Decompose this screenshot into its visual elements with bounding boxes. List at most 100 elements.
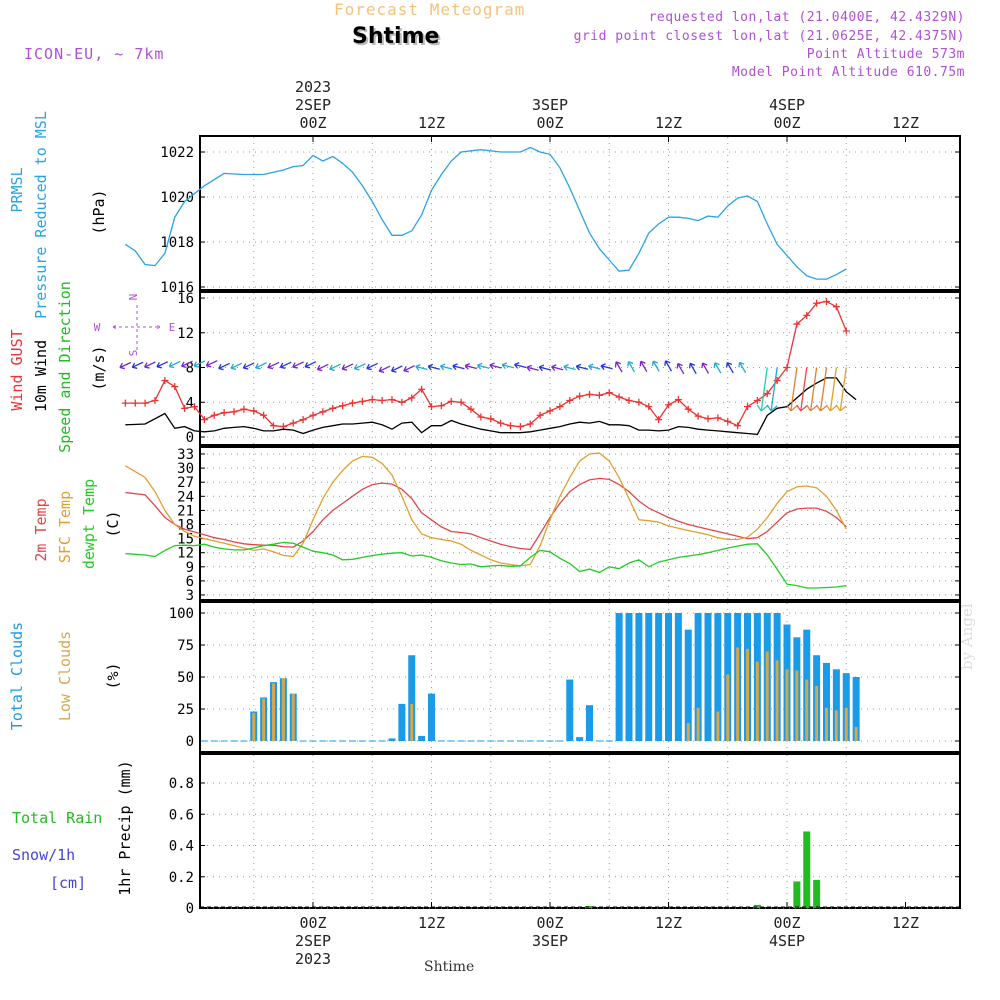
wind-arrow-shaft — [329, 363, 341, 370]
low-clouds-bar — [815, 685, 819, 741]
low-clouds-bar — [736, 647, 740, 741]
low-clouds-bar — [410, 703, 414, 741]
total-clouds-bar — [428, 693, 435, 741]
wind-arrow-head — [292, 362, 298, 369]
low-clouds-bar — [716, 711, 720, 741]
wind-gust-marker — [832, 303, 840, 311]
low-clouds-bar — [726, 674, 730, 741]
wind-ytick-label: 0 — [186, 430, 194, 446]
wind-direction-arrow — [477, 362, 490, 370]
wind-gust-marker — [595, 391, 603, 399]
low-clouds-bar — [686, 723, 690, 741]
wind-direction-arrow — [538, 364, 552, 372]
total-clouds-bar — [704, 613, 712, 741]
wind-arrow-head — [464, 362, 471, 370]
wind-10m-label: 10m Wind — [32, 340, 50, 412]
wind-arrow-head — [415, 363, 421, 371]
wind-direction-arrow-large-head — [806, 404, 818, 412]
model-name: ICON-EU, ~ 7km — [24, 45, 165, 63]
wind-arrow-head — [514, 361, 520, 369]
wind-arrow-head — [193, 361, 200, 368]
wind-gust-marker — [191, 403, 198, 411]
precip-snow-label: Snow/1h — [12, 846, 75, 864]
bottom-year-label: 2023 — [295, 950, 331, 968]
bottom-date-label: 2SEP — [295, 932, 331, 950]
total-clouds-bar — [418, 735, 426, 741]
wind-direction-arrow-large — [819, 367, 828, 412]
wind-gust-marker — [763, 390, 771, 398]
wind-arrow-head — [489, 362, 495, 370]
wind-gust-marker — [260, 411, 268, 419]
wind-direction-arrow-large — [829, 367, 838, 412]
wind-arrow-shaft — [615, 361, 623, 373]
wind-arrow-head — [688, 362, 696, 369]
total-clouds-bar — [615, 613, 623, 741]
wind-arrow-head — [181, 361, 187, 368]
wind-gust-marker — [813, 299, 821, 307]
low-clouds-bar — [765, 651, 769, 741]
wind-gust-marker — [210, 411, 218, 419]
temperature-series-dewpt-temp — [125, 541, 847, 589]
wind-direction-arrow — [144, 361, 156, 369]
wind-arrow-shaft — [588, 365, 601, 370]
wind-arrow-shaft — [477, 364, 490, 369]
temperature-ytick-label: 33 — [177, 447, 194, 463]
compass-s: S — [127, 350, 140, 357]
wind-arrow-head — [627, 360, 634, 367]
precip-ytick-label: 0.8 — [169, 776, 194, 792]
wind-arrow-shaft — [701, 362, 710, 374]
wind-gust-marker — [724, 417, 732, 425]
low-clouds-bar — [696, 707, 700, 741]
top-time-tick-label: 12Z — [892, 114, 919, 132]
wind-arrow-shaft — [576, 365, 589, 370]
wind-arrow-head — [452, 363, 458, 371]
wind-arrow-head — [316, 364, 323, 372]
bottom-time-tick-label: 12Z — [892, 914, 919, 932]
wind-arrow-shaft — [218, 362, 230, 370]
wind-arrow-shaft — [366, 362, 378, 370]
wind-arrow-shaft — [428, 365, 440, 370]
temp-sfc-label: SFC Temp — [56, 491, 74, 563]
wind-gust-marker — [783, 364, 791, 371]
wind-gust-marker — [447, 397, 455, 405]
wind-gust-marker — [220, 409, 228, 417]
wind-arrow-head — [168, 361, 175, 369]
wind-direction-arrow — [341, 363, 354, 371]
temp-dewpt-label: dewpt Temp — [80, 479, 98, 569]
chart-title: Forecast Meteogram — [334, 0, 526, 19]
wind-direction-arrow — [415, 363, 428, 371]
wind-arrow-head — [341, 364, 348, 371]
total-clouds-bar — [408, 655, 416, 741]
wind-gust-marker — [753, 397, 761, 405]
wind-arrow-head — [651, 360, 659, 367]
wind-arrow-shaft — [304, 361, 317, 368]
wind-ytick-label: 8 — [186, 361, 194, 377]
wind-arrow-shaft — [440, 365, 453, 370]
wind-arrow-shaft — [714, 362, 722, 374]
wind-direction-arrow — [230, 362, 243, 370]
wind-direction-arrow — [452, 363, 465, 371]
bottom-time-tick-label: 00Z — [773, 914, 800, 932]
wind-direction-arrow — [600, 363, 613, 371]
temperature-ytick-label: 12 — [177, 546, 194, 562]
wind-gust-marker — [497, 419, 505, 427]
wind-direction-arrow — [168, 360, 181, 369]
wind-direction-arrow — [427, 363, 440, 371]
clouds-ytick-label: 50 — [177, 670, 194, 686]
wind-arrow-shaft — [354, 363, 366, 370]
wind-gust-marker — [467, 405, 475, 413]
wind-arrow-head — [242, 363, 249, 370]
wind-arrow-shaft — [156, 361, 169, 368]
bottom-date-label: 3SEP — [532, 932, 568, 950]
wind-gust-marker — [586, 390, 593, 398]
low-clouds-bar — [746, 648, 749, 741]
wind-direction-arrow — [639, 360, 648, 373]
wind-arrow-shaft — [627, 361, 636, 373]
temperature-ytick-label: 24 — [177, 489, 194, 505]
clouds-ytick-label: 25 — [177, 702, 194, 718]
pressure-ytick-label: 1018 — [160, 235, 194, 251]
wind-direction-arrow — [218, 362, 230, 371]
total-clouds-bar — [665, 613, 672, 741]
wind-gust-marker — [121, 399, 129, 407]
